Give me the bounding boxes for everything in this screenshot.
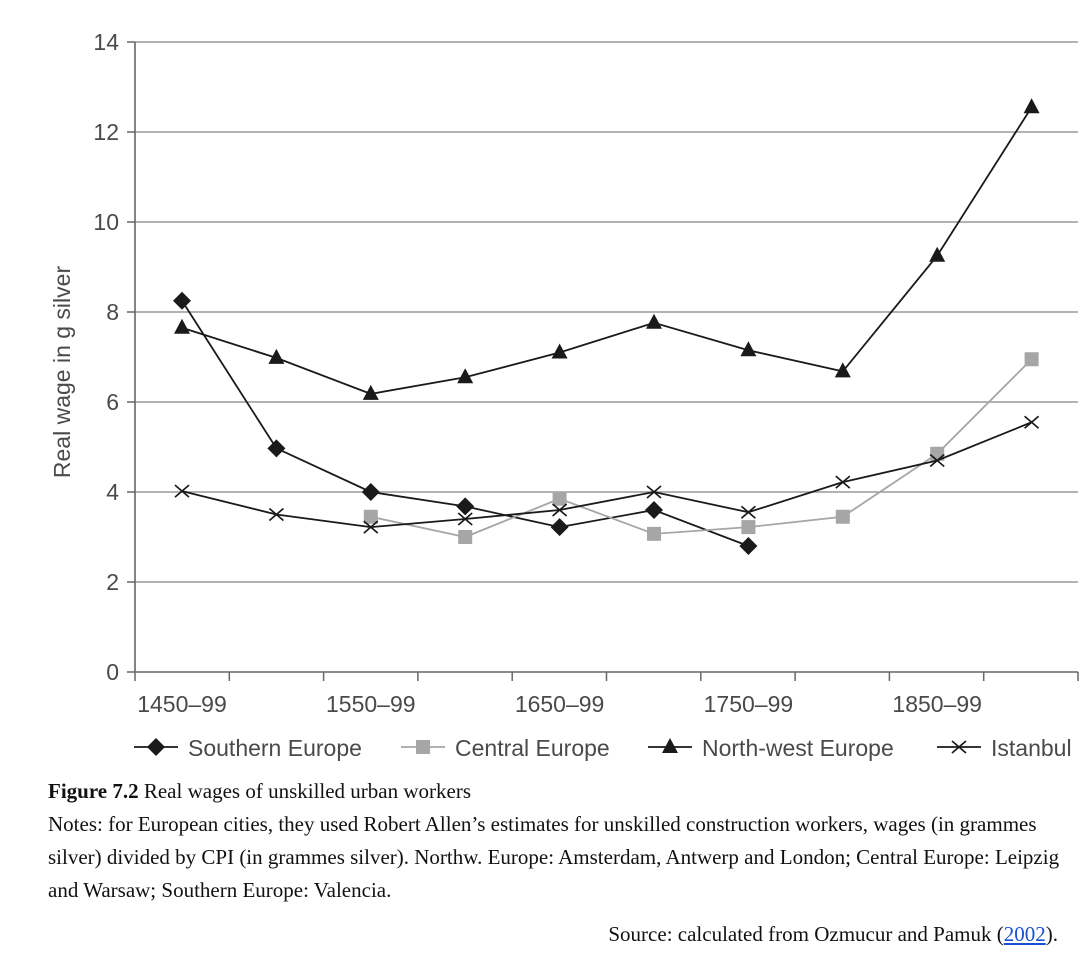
source-prefix: Source: calculated from Ozmucur and Pamu… [608,922,1004,946]
point-north-west-europe-1600–49 [457,368,474,384]
x-tick-label-1550–99: 1550–99 [326,691,416,717]
point-istanbul-1900–49 [1024,415,1040,429]
series-line-north-west-europe [181,106,1033,395]
point-central-europe-1750–99 [741,520,756,535]
point-southern-europe-1550–99 [361,483,380,501]
x-tick-label-1650–99: 1650–99 [515,691,605,717]
point-istanbul-1650–99 [552,503,568,517]
y-tick-label-0: 0 [106,659,119,685]
legend-label-central-europe: Central Europe [455,735,610,761]
source-suffix: ). [1045,922,1058,946]
y-tick-label-12: 12 [93,119,119,145]
point-istanbul-1800–49 [835,475,851,489]
point-istanbul-1650–99-stroke-b [552,503,568,517]
point-north-west-europe-1900–49 [1023,98,1040,114]
point-southern-europe-1450–99 [173,291,191,310]
figure-label: Figure 7.2 [48,779,139,803]
legend-item-north-west-europe: North-west Europe [648,735,894,761]
legend-marker-istanbul [951,740,967,754]
point-southern-europe-1500–49 [267,439,286,458]
point-central-europe-1550–99 [363,509,378,524]
line-chart: 0 2 4 6 8 10 12 14 Real wage in g silver 1450–99 1… [49,29,1079,761]
point-istanbul-1700–49 [646,485,662,499]
point-istanbul-1900–49-stroke-b [1024,415,1040,429]
point-istanbul-1850–99-stroke-b [929,453,945,468]
series-istanbul [174,415,1040,534]
point-southern-europe-1600–49 [456,497,475,516]
legend-marker-north-west-europe [662,738,678,753]
point-istanbul-1700–49-stroke-b [646,485,662,499]
point-istanbul-1600–49-stroke-b [457,512,473,526]
y-axis-title: Real wage in g silver [49,266,75,479]
x-tick-label-1750–99: 1750–99 [704,691,794,717]
point-north-west-europe-1450–99 [174,318,190,334]
point-istanbul-1600–49 [457,512,473,526]
point-central-europe-1800–49 [835,509,850,524]
series-north-west-europe [174,98,1040,400]
point-north-west-europe-1550–99 [362,384,379,400]
point-istanbul-1500–49 [268,507,284,522]
point-istanbul-1550–99 [363,520,379,534]
point-istanbul-1500–49-stroke-b [268,507,284,522]
point-central-europe-1650–99 [552,491,567,506]
y-tick-label-8: 8 [106,299,119,325]
legend-marker-central-europe [416,740,430,754]
point-north-west-europe-1750–99 [740,341,757,357]
point-istanbul-1550–99-stroke-b [363,520,379,534]
point-istanbul-1750–99-stroke-b [740,505,756,519]
point-north-west-europe-1500–49 [268,348,285,364]
legend-item-central-europe: Central Europe [401,735,610,761]
series-line-istanbul [181,421,1032,529]
y-tick-label-2: 2 [106,569,119,595]
point-north-west-europe-1650–99 [551,343,568,359]
legend-item-southern-europe: Southern Europe [134,735,362,761]
x-tick-label-1450–99: 1450–99 [137,691,227,717]
legend-item-istanbul: Istanbul [937,735,1072,761]
point-central-europe-1600–49 [458,530,473,544]
series-southern-europe [173,291,758,555]
figure-notes: Notes: for European cities, they used Ro… [48,812,1060,902]
source-line: Source: calculated from Ozmucur and Pamu… [608,922,1058,947]
point-north-west-europe-1850–99 [929,246,946,262]
y-tick-label-6: 6 [106,389,119,415]
legend-marker-southern-europe [147,738,165,756]
point-istanbul-1800–49-stroke-b [835,475,851,489]
y-tick-label-14: 14 [93,29,119,55]
point-north-west-europe-1700–49 [646,313,662,329]
y-tick-label-10: 10 [93,209,119,235]
point-southern-europe-1750–99 [739,537,758,555]
point-southern-europe-1700–49 [645,501,663,519]
point-istanbul-1450–99-stroke-b [174,484,190,498]
point-istanbul-1450–99 [174,484,190,498]
point-southern-europe-1650–99 [550,518,569,537]
point-istanbul-1850–99 [929,453,945,468]
y-tick-label-4: 4 [106,479,119,505]
point-central-europe-1700–49 [647,526,661,541]
figure-caption: Figure 7.2 Real wages of unskilled urban… [48,775,1078,808]
figure-title: Real wages of unskilled urban workers [138,779,472,803]
legend-label-istanbul: Istanbul [991,735,1072,761]
legend-label-north-west-europe: North-west Europe [702,735,894,761]
point-north-west-europe-1800–49 [834,362,851,378]
legend-label-southern-europe: Southern Europe [188,735,362,761]
legend-marker-istanbul-stroke-b [951,740,967,754]
source-year-link[interactable]: 2002 [1003,922,1046,946]
x-tick-label-1850–99: 1850–99 [892,691,982,717]
point-central-europe-1900–49 [1024,352,1039,367]
point-istanbul-1750–99 [740,505,756,519]
